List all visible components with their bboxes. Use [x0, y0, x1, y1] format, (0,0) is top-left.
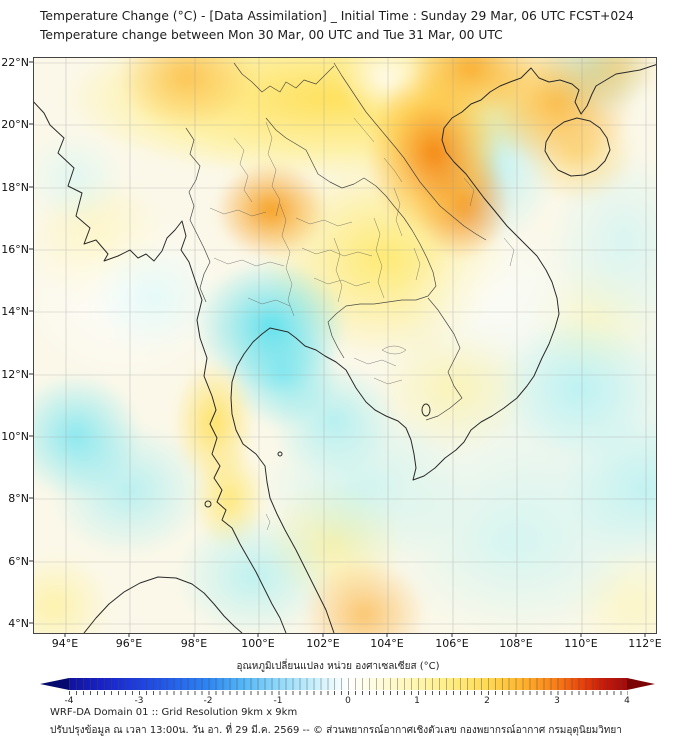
colorbar-tick: 3 [554, 696, 560, 706]
lat-axis-label: 16°N [1, 243, 29, 256]
colorbar-gradient [69, 678, 627, 690]
lon-axis-label: 96°E [115, 637, 143, 650]
lon-axis-label: 104°E [370, 637, 404, 650]
map-canvas [33, 57, 657, 634]
lat-axis-label: 12°N [1, 368, 29, 381]
temperature-field [34, 58, 656, 633]
colorbar-tick: -4 [64, 696, 74, 706]
lat-axis-label: 14°N [1, 305, 29, 318]
map-overlay-svg [34, 58, 656, 633]
lat-axis-label: 10°N [1, 430, 29, 443]
lon-axis-label: 106°E [435, 637, 469, 650]
lon-axis-label: 110°E [564, 637, 598, 650]
graticule-grid [34, 58, 656, 633]
colorbar-right-arrow [627, 678, 655, 690]
colorbar-tick: 1 [414, 696, 420, 706]
colorbar-tick: -1 [273, 696, 283, 706]
lat-axis-label: 18°N [1, 181, 29, 194]
province-paths [209, 117, 515, 531]
map-subtitle: Temperature change between Mon 30 Mar, 0… [40, 28, 503, 42]
hainan-island [544, 117, 611, 177]
lon-axis-label: 112°E [628, 637, 662, 650]
colorbar-tick: 2 [484, 696, 490, 706]
map-title: Temperature Change (°C) - [Data Assimila… [40, 9, 634, 23]
lat-axis-label: 8°N [8, 492, 29, 505]
border-paths [185, 62, 487, 421]
footer-model-info: WRF-DA Domain 01 :: Grid Resolution 9km … [50, 707, 298, 718]
colorbar-minor-ticks [69, 691, 628, 695]
tonle-sap-lake [381, 345, 407, 355]
lon-axis-label: 102°E [306, 637, 340, 650]
lon-axis-label: 98°E [180, 637, 208, 650]
colorbar-tick: -3 [134, 696, 144, 706]
lat-axis-label: 20°N [1, 118, 29, 131]
lon-axis-label: 108°E [499, 637, 533, 650]
colorbar-tick: 0 [345, 696, 351, 706]
colorbar-tick: 4 [624, 696, 630, 706]
colorbar-left-arrow [40, 678, 69, 690]
sumatra-coast [83, 576, 243, 633]
lat-axis-label: 4°N [8, 617, 29, 630]
colorbar-tick: -2 [203, 696, 213, 706]
lat-axis-label: 6°N [8, 555, 29, 568]
footer-update-info: ปรับปรุงข้อมูล ณ เวลา 13:00น. วัน อา. ที… [50, 725, 622, 736]
colorbar [40, 678, 655, 690]
lon-axis-label: 94°E [51, 637, 79, 650]
colorbar-label: อุณหภูมิเปลี่ยนแปลง หน่วย องศาเซลเซียส (… [236, 661, 440, 672]
coastline-paths [34, 64, 656, 633]
lat-axis-label: 22°N [1, 56, 29, 69]
lon-axis-label: 100°E [241, 637, 275, 650]
